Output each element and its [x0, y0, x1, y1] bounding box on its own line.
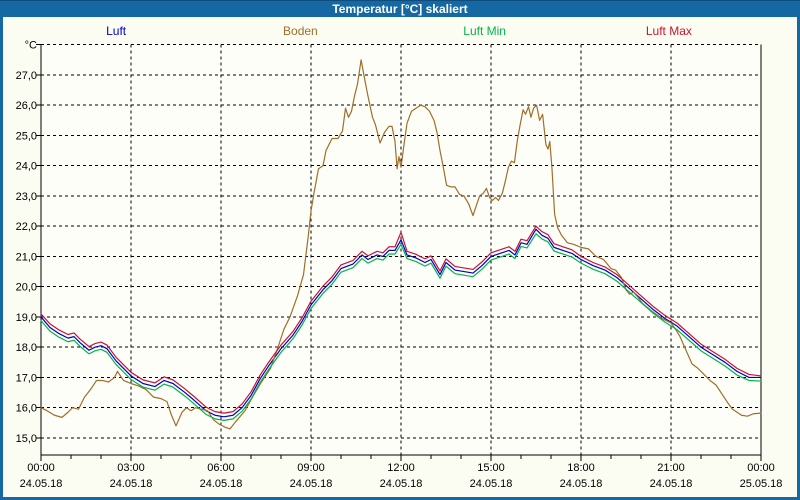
y-tick-label: °C [25, 40, 37, 52]
y-tick-label: 25,0 [16, 130, 37, 142]
x-tick-time-label: 15:00 [477, 462, 505, 474]
x-tick-date-label: 24.05.18 [200, 478, 243, 490]
x-tick-date-label: 24.05.18 [290, 478, 333, 490]
y-tick-label: 24,0 [16, 161, 37, 173]
y-tick-label: 19,0 [16, 312, 37, 324]
x-tick-date-label: 24.05.18 [560, 478, 603, 490]
chart-panel: °C 27,0 26,0 25,0 24,0 23,0 22,0 21,0 20,0 19,0 18… [3, 17, 797, 497]
series-line-boden [40, 59, 762, 430]
y-tick-label: 22,0 [16, 221, 37, 233]
y-tick-label: 21,0 [16, 251, 37, 263]
temperature-plot: °C 27,0 26,0 25,0 24,0 23,0 22,0 21,0 20,0 19,0 18… [16, 40, 783, 490]
x-tick-date-label: 24.05.18 [470, 478, 513, 490]
x-tick-date-label: 24.05.18 [380, 478, 423, 490]
x-tick-time-label: 03:00 [117, 462, 145, 474]
legend-item-luft-min[interactable]: Luft Min [463, 24, 506, 38]
x-tick-time-label: 00:00 [747, 462, 775, 474]
x-tick-time-label: 21:00 [657, 462, 685, 474]
x-tick-time-label: 12:00 [387, 462, 415, 474]
x-tick-date-label: 25.05.18 [740, 478, 783, 490]
series-line-luft [40, 228, 762, 418]
y-tick-label: 15,0 [16, 433, 37, 445]
series-line-luft-max [40, 225, 762, 414]
y-tick-label: 27,0 [16, 70, 37, 82]
x-tick-time-label: 06:00 [207, 462, 235, 474]
x-tick-time-label: 18:00 [567, 462, 595, 474]
legend-item-luft[interactable]: Luft [106, 24, 127, 38]
x-tick-time-label: 09:00 [297, 462, 325, 474]
series-line-luft-min [40, 233, 762, 421]
window-title: Temperatur [°C] skaliert [332, 2, 468, 16]
y-tick-label: 20,0 [16, 282, 37, 294]
x-tick-date-label: 24.05.18 [110, 478, 153, 490]
y-tick-label: 18,0 [16, 342, 37, 354]
legend-item-boden[interactable]: Boden [283, 24, 318, 38]
window-titlebar[interactable]: Temperatur [°C] skaliert [0, 0, 800, 17]
y-tick-label: 16,0 [16, 403, 37, 415]
x-tick-date-label: 24.05.18 [650, 478, 693, 490]
x-tick-date-label: 24.05.18 [20, 478, 63, 490]
y-tick-label: 26,0 [16, 100, 37, 112]
legend-item-luft-max[interactable]: Luft Max [645, 24, 692, 38]
x-tick-time-label: 00:00 [27, 462, 55, 474]
y-tick-label: 23,0 [16, 191, 37, 203]
chart-legend: Luft Boden Luft Min Luft Max [24, 23, 761, 39]
y-tick-label: 17,0 [16, 372, 37, 384]
